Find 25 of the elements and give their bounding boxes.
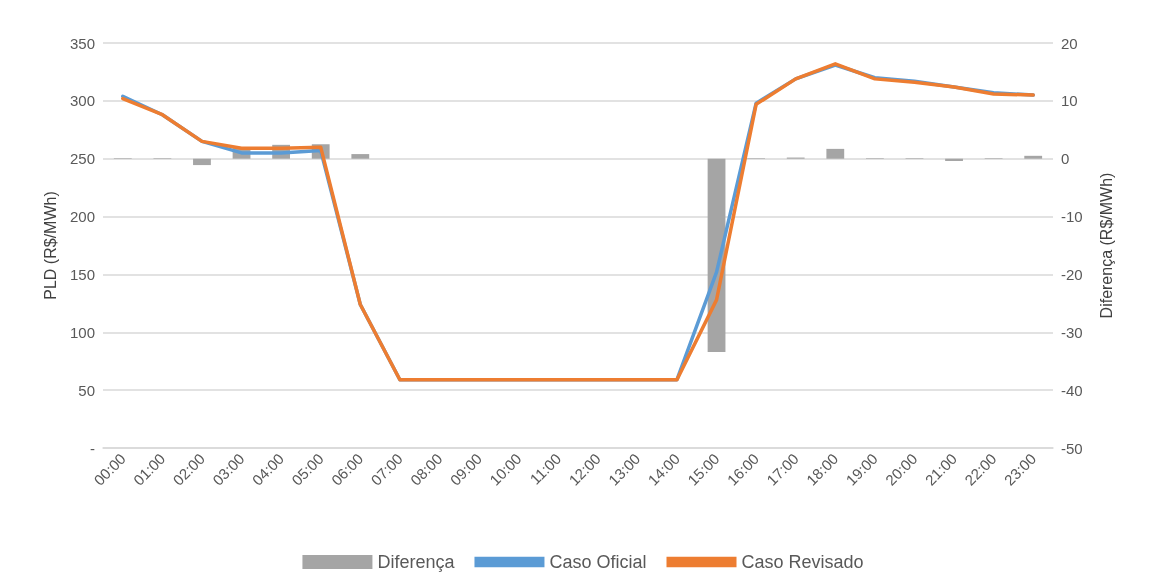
bar bbox=[351, 154, 370, 159]
y2-tick-label: 10 bbox=[1061, 92, 1078, 110]
y2-tick-label: -20 bbox=[1061, 265, 1083, 283]
y-tick-label: 200 bbox=[69, 208, 95, 226]
y-tick-label: 350 bbox=[69, 34, 95, 52]
y-axis-title: PLD (R$/MWh) bbox=[41, 191, 59, 300]
y2-tick-label: 0 bbox=[1061, 150, 1070, 168]
bar bbox=[193, 158, 211, 166]
y2-tick-label: -30 bbox=[1061, 323, 1083, 341]
bar bbox=[826, 148, 845, 159]
bar bbox=[1024, 155, 1043, 159]
legend-label: Caso Oficial bbox=[549, 552, 647, 572]
y2-axis-title: Diferença (R$/MWh) bbox=[1097, 172, 1115, 319]
y2-tick-label: -40 bbox=[1061, 381, 1083, 399]
y2-tick-label: -10 bbox=[1061, 208, 1083, 226]
y-tick-label: - bbox=[90, 439, 95, 457]
y2-tick-label: -50 bbox=[1061, 439, 1083, 457]
y-tick-label: 300 bbox=[69, 92, 95, 110]
y2-tick-label: 20 bbox=[1061, 34, 1078, 52]
y-tick-label: 250 bbox=[69, 150, 95, 168]
y-tick-label: 100 bbox=[69, 323, 95, 341]
y-tick-label: 150 bbox=[69, 265, 95, 283]
y-tick-label: 50 bbox=[78, 381, 95, 399]
legend-label: Diferença bbox=[377, 552, 456, 572]
legend-label: Caso Revisado bbox=[741, 552, 864, 572]
